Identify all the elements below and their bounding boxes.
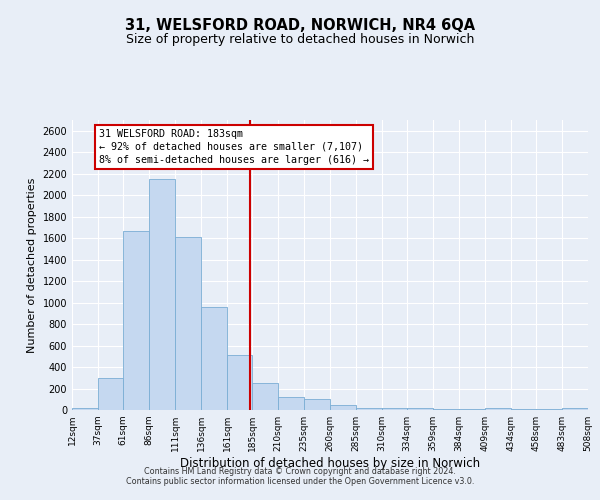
Bar <box>382 408 407 410</box>
Bar <box>227 355 252 410</box>
Y-axis label: Number of detached properties: Number of detached properties <box>27 178 37 352</box>
Bar <box>123 230 149 410</box>
Bar <box>562 408 588 410</box>
Bar <box>175 237 201 410</box>
Bar <box>201 307 227 410</box>
Bar <box>304 400 330 410</box>
Bar <box>485 408 511 410</box>
Bar <box>98 378 123 410</box>
Text: 31, WELSFORD ROAD, NORWICH, NR4 6QA: 31, WELSFORD ROAD, NORWICH, NR4 6QA <box>125 18 475 32</box>
Bar <box>356 408 382 410</box>
Bar <box>252 383 278 410</box>
Text: Contains public sector information licensed under the Open Government Licence v3: Contains public sector information licen… <box>126 477 474 486</box>
Bar <box>330 404 356 410</box>
Text: 31 WELSFORD ROAD: 183sqm
← 92% of detached houses are smaller (7,107)
8% of semi: 31 WELSFORD ROAD: 183sqm ← 92% of detach… <box>99 128 369 165</box>
Text: Contains HM Land Registry data © Crown copyright and database right 2024.: Contains HM Land Registry data © Crown c… <box>144 467 456 476</box>
Bar <box>149 179 175 410</box>
Text: Size of property relative to detached houses in Norwich: Size of property relative to detached ho… <box>126 32 474 46</box>
Bar <box>278 396 304 410</box>
Bar <box>407 408 433 410</box>
Bar <box>72 408 98 410</box>
X-axis label: Distribution of detached houses by size in Norwich: Distribution of detached houses by size … <box>180 457 480 470</box>
